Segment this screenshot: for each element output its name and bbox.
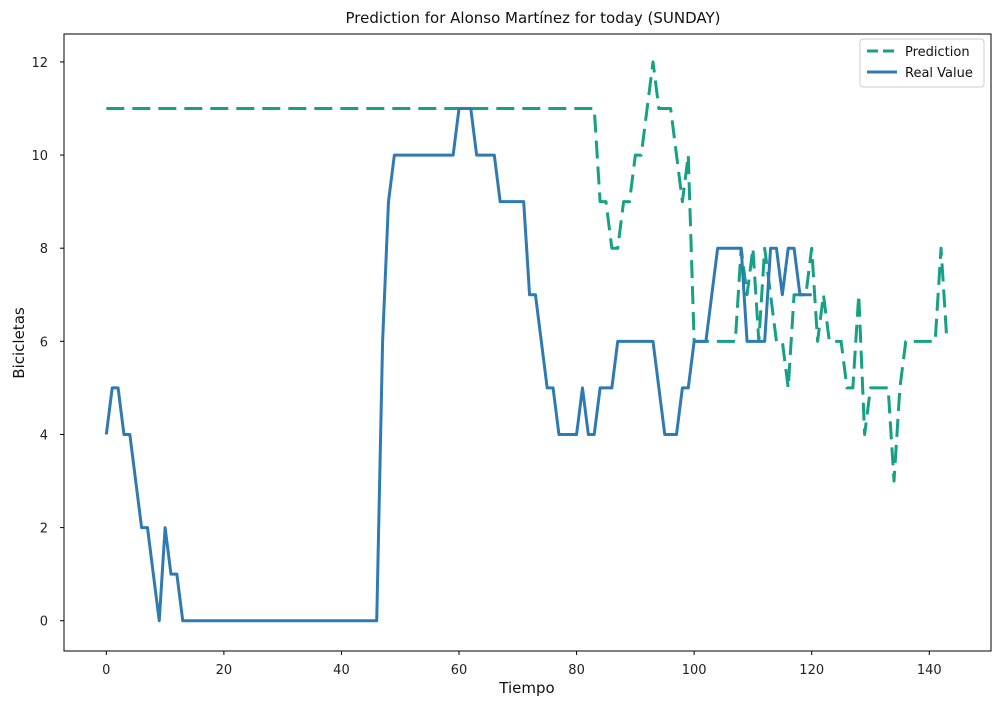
x-tick-label: 140 [917,663,942,678]
chart-title: Prediction for Alonso Martínez for today… [345,9,720,27]
y-axis-title: Bicicletas [10,307,28,379]
x-tick-label: 100 [682,663,707,678]
y-tick-label: 12 [31,56,48,71]
y-tick-label: 10 [31,149,48,164]
x-tick-label: 80 [568,663,585,678]
x-tick-label: 0 [102,663,110,678]
series-line-prediction [106,60,949,483]
y-tick-label: 0 [40,615,48,630]
x-tick-label: 120 [799,663,824,678]
x-tick-label: 20 [216,663,233,678]
y-tick-label: 8 [40,242,48,257]
y-tick-label: 6 [40,335,48,350]
legend-label-prediction: Prediction [905,45,970,60]
series-layer [104,60,949,623]
legend-label-real-value: Real Value [905,66,973,81]
x-axis-title: Tiempo [498,679,554,697]
y-tick-label: 4 [40,428,48,443]
plot-area [63,33,992,652]
series-line-real-value [104,107,812,623]
x-tick-label: 40 [333,663,350,678]
x-axis: 0 20 40 60 80 100 120 140 [102,651,942,678]
legend: Prediction Real Value [859,38,985,88]
y-tick-label: 2 [40,522,48,537]
x-tick-label: 60 [451,663,468,678]
y-axis: 0 2 4 6 8 10 12 [31,56,64,630]
